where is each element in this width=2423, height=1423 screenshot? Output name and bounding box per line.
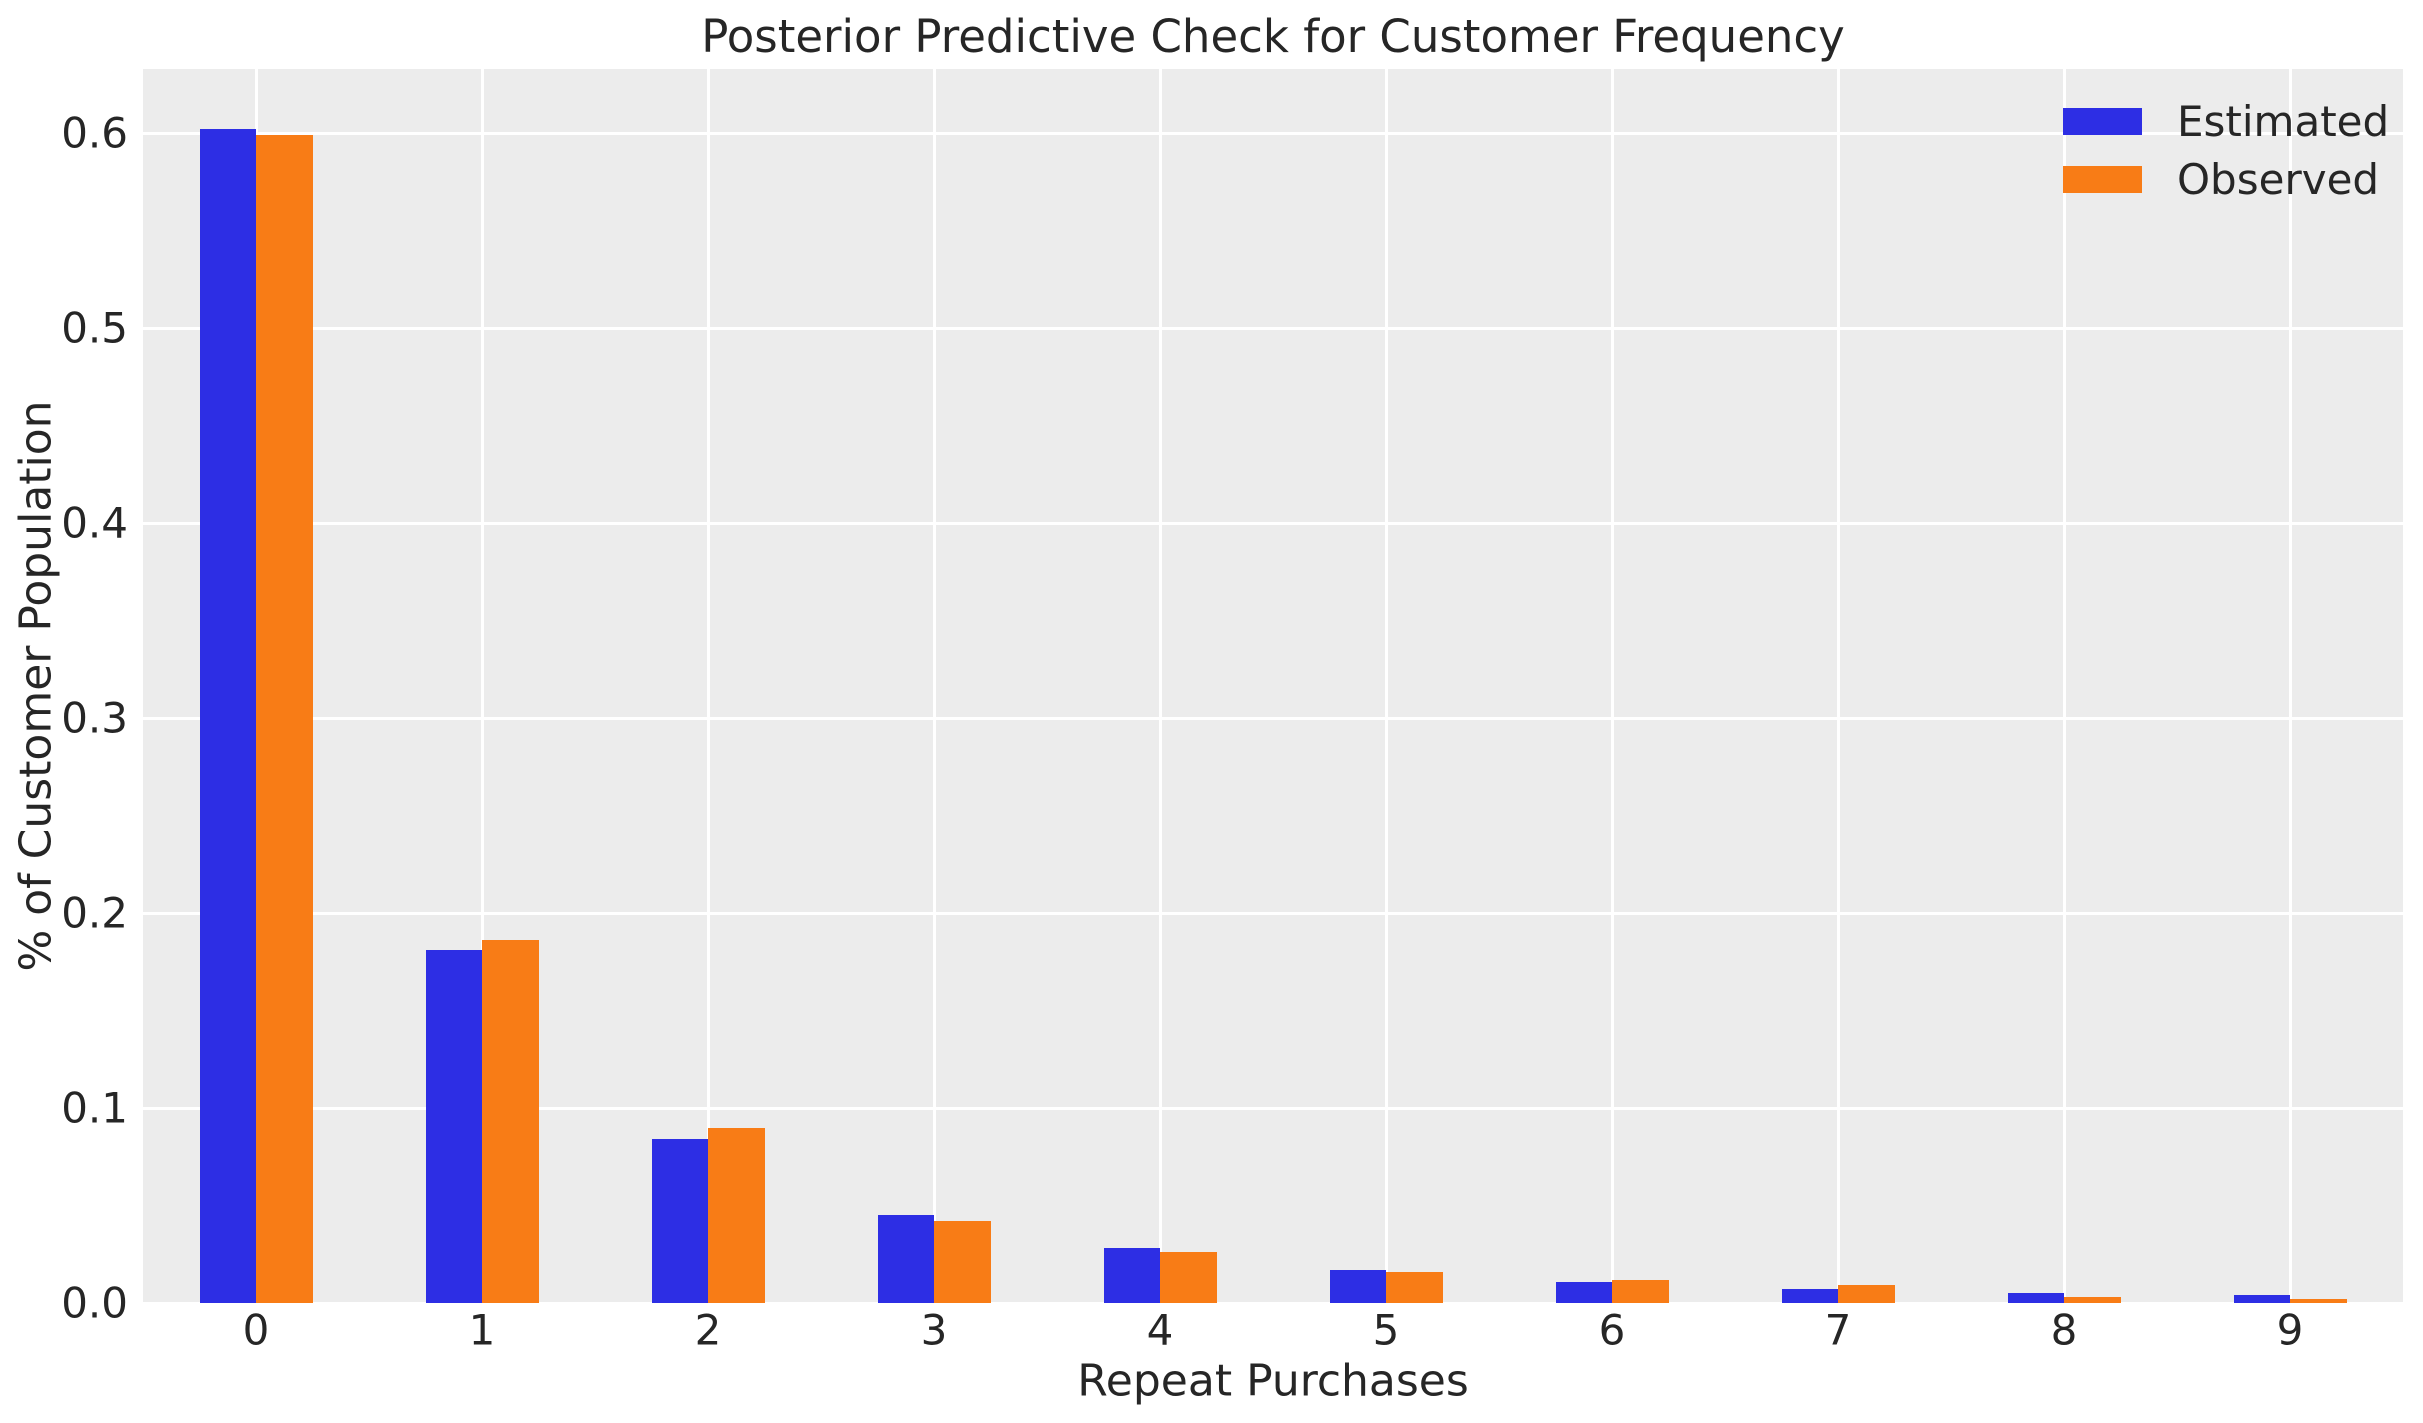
bar-estimated: [651, 1139, 708, 1303]
legend-item-estimated: Estimated: [2063, 95, 2389, 148]
gridline-vertical: [932, 69, 936, 1303]
x-tick-label: 8: [2050, 1305, 2078, 1355]
legend-label-observed: Observed: [2177, 154, 2380, 204]
y-tick-label: 0.2: [61, 888, 128, 938]
bar-observed: [708, 1127, 765, 1303]
y-tick-label: 0.6: [61, 108, 128, 158]
gridline-vertical: [1836, 69, 1840, 1303]
gridline-horizontal: [143, 521, 2403, 525]
gridline-vertical: [1610, 69, 1614, 1303]
gridline-vertical: [1384, 69, 1388, 1303]
gridline-vertical: [2062, 69, 2066, 1303]
legend-label-estimated: Estimated: [2177, 96, 2390, 146]
bar-estimated: [2233, 1295, 2290, 1303]
y-tick-label: 0.3: [61, 693, 128, 743]
x-tick-label: 4: [1146, 1305, 1174, 1355]
gridline-horizontal: [143, 1301, 2403, 1303]
gridline-vertical: [2288, 69, 2292, 1303]
gridline-vertical: [706, 69, 710, 1303]
x-tick-label: 2: [694, 1305, 722, 1355]
bar-estimated: [1555, 1281, 1612, 1303]
y-tick-label: 0.0: [61, 1278, 128, 1328]
bar-estimated: [877, 1215, 934, 1303]
legend-item-observed: Observed: [2063, 153, 2389, 206]
bar-estimated: [199, 129, 256, 1303]
gridline-vertical: [1158, 69, 1162, 1303]
gridline-horizontal: [143, 131, 2403, 135]
x-tick-label: 7: [1824, 1305, 1852, 1355]
gridline-horizontal: [143, 1106, 2403, 1110]
bar-estimated: [1781, 1289, 1838, 1303]
x-tick-label: 3: [920, 1305, 948, 1355]
legend: Estimated Observed: [2063, 95, 2389, 211]
plot-area: [143, 69, 2403, 1303]
bar-observed: [2064, 1297, 2121, 1303]
x-tick-label: 6: [1598, 1305, 1626, 1355]
y-tick-label: 0.5: [61, 303, 128, 353]
bar-estimated: [1103, 1248, 1160, 1303]
bar-observed: [256, 134, 313, 1303]
bar-estimated: [2007, 1293, 2064, 1303]
gridline-vertical: [480, 69, 484, 1303]
legend-swatch-estimated: [2063, 108, 2142, 135]
gridline-horizontal: [143, 911, 2403, 915]
x-tick-label: 0: [242, 1305, 270, 1355]
x-tick-label: 1: [468, 1305, 496, 1355]
bar-observed: [934, 1221, 991, 1303]
x-axis-label: Repeat Purchases: [1077, 1355, 1469, 1407]
bar-observed: [1160, 1252, 1217, 1303]
y-tick-label: 0.1: [61, 1083, 128, 1133]
bar-observed: [1612, 1279, 1669, 1303]
y-tick-label: 0.4: [61, 498, 128, 548]
bar-observed: [2290, 1299, 2347, 1303]
x-tick-label: 5: [1372, 1305, 1400, 1355]
bar-observed: [1838, 1285, 1895, 1303]
bar-observed: [482, 940, 539, 1303]
gridline-horizontal: [143, 716, 2403, 720]
bar-estimated: [425, 950, 482, 1303]
gridline-horizontal: [143, 326, 2403, 330]
x-tick-label: 9: [2276, 1305, 2304, 1355]
chart-title: Posterior Predictive Check for Customer …: [701, 10, 1845, 63]
legend-swatch-observed: [2063, 166, 2142, 193]
bar-observed: [1386, 1271, 1443, 1303]
bar-estimated: [1329, 1269, 1386, 1303]
y-axis-label: % of Customer Population: [10, 400, 62, 972]
